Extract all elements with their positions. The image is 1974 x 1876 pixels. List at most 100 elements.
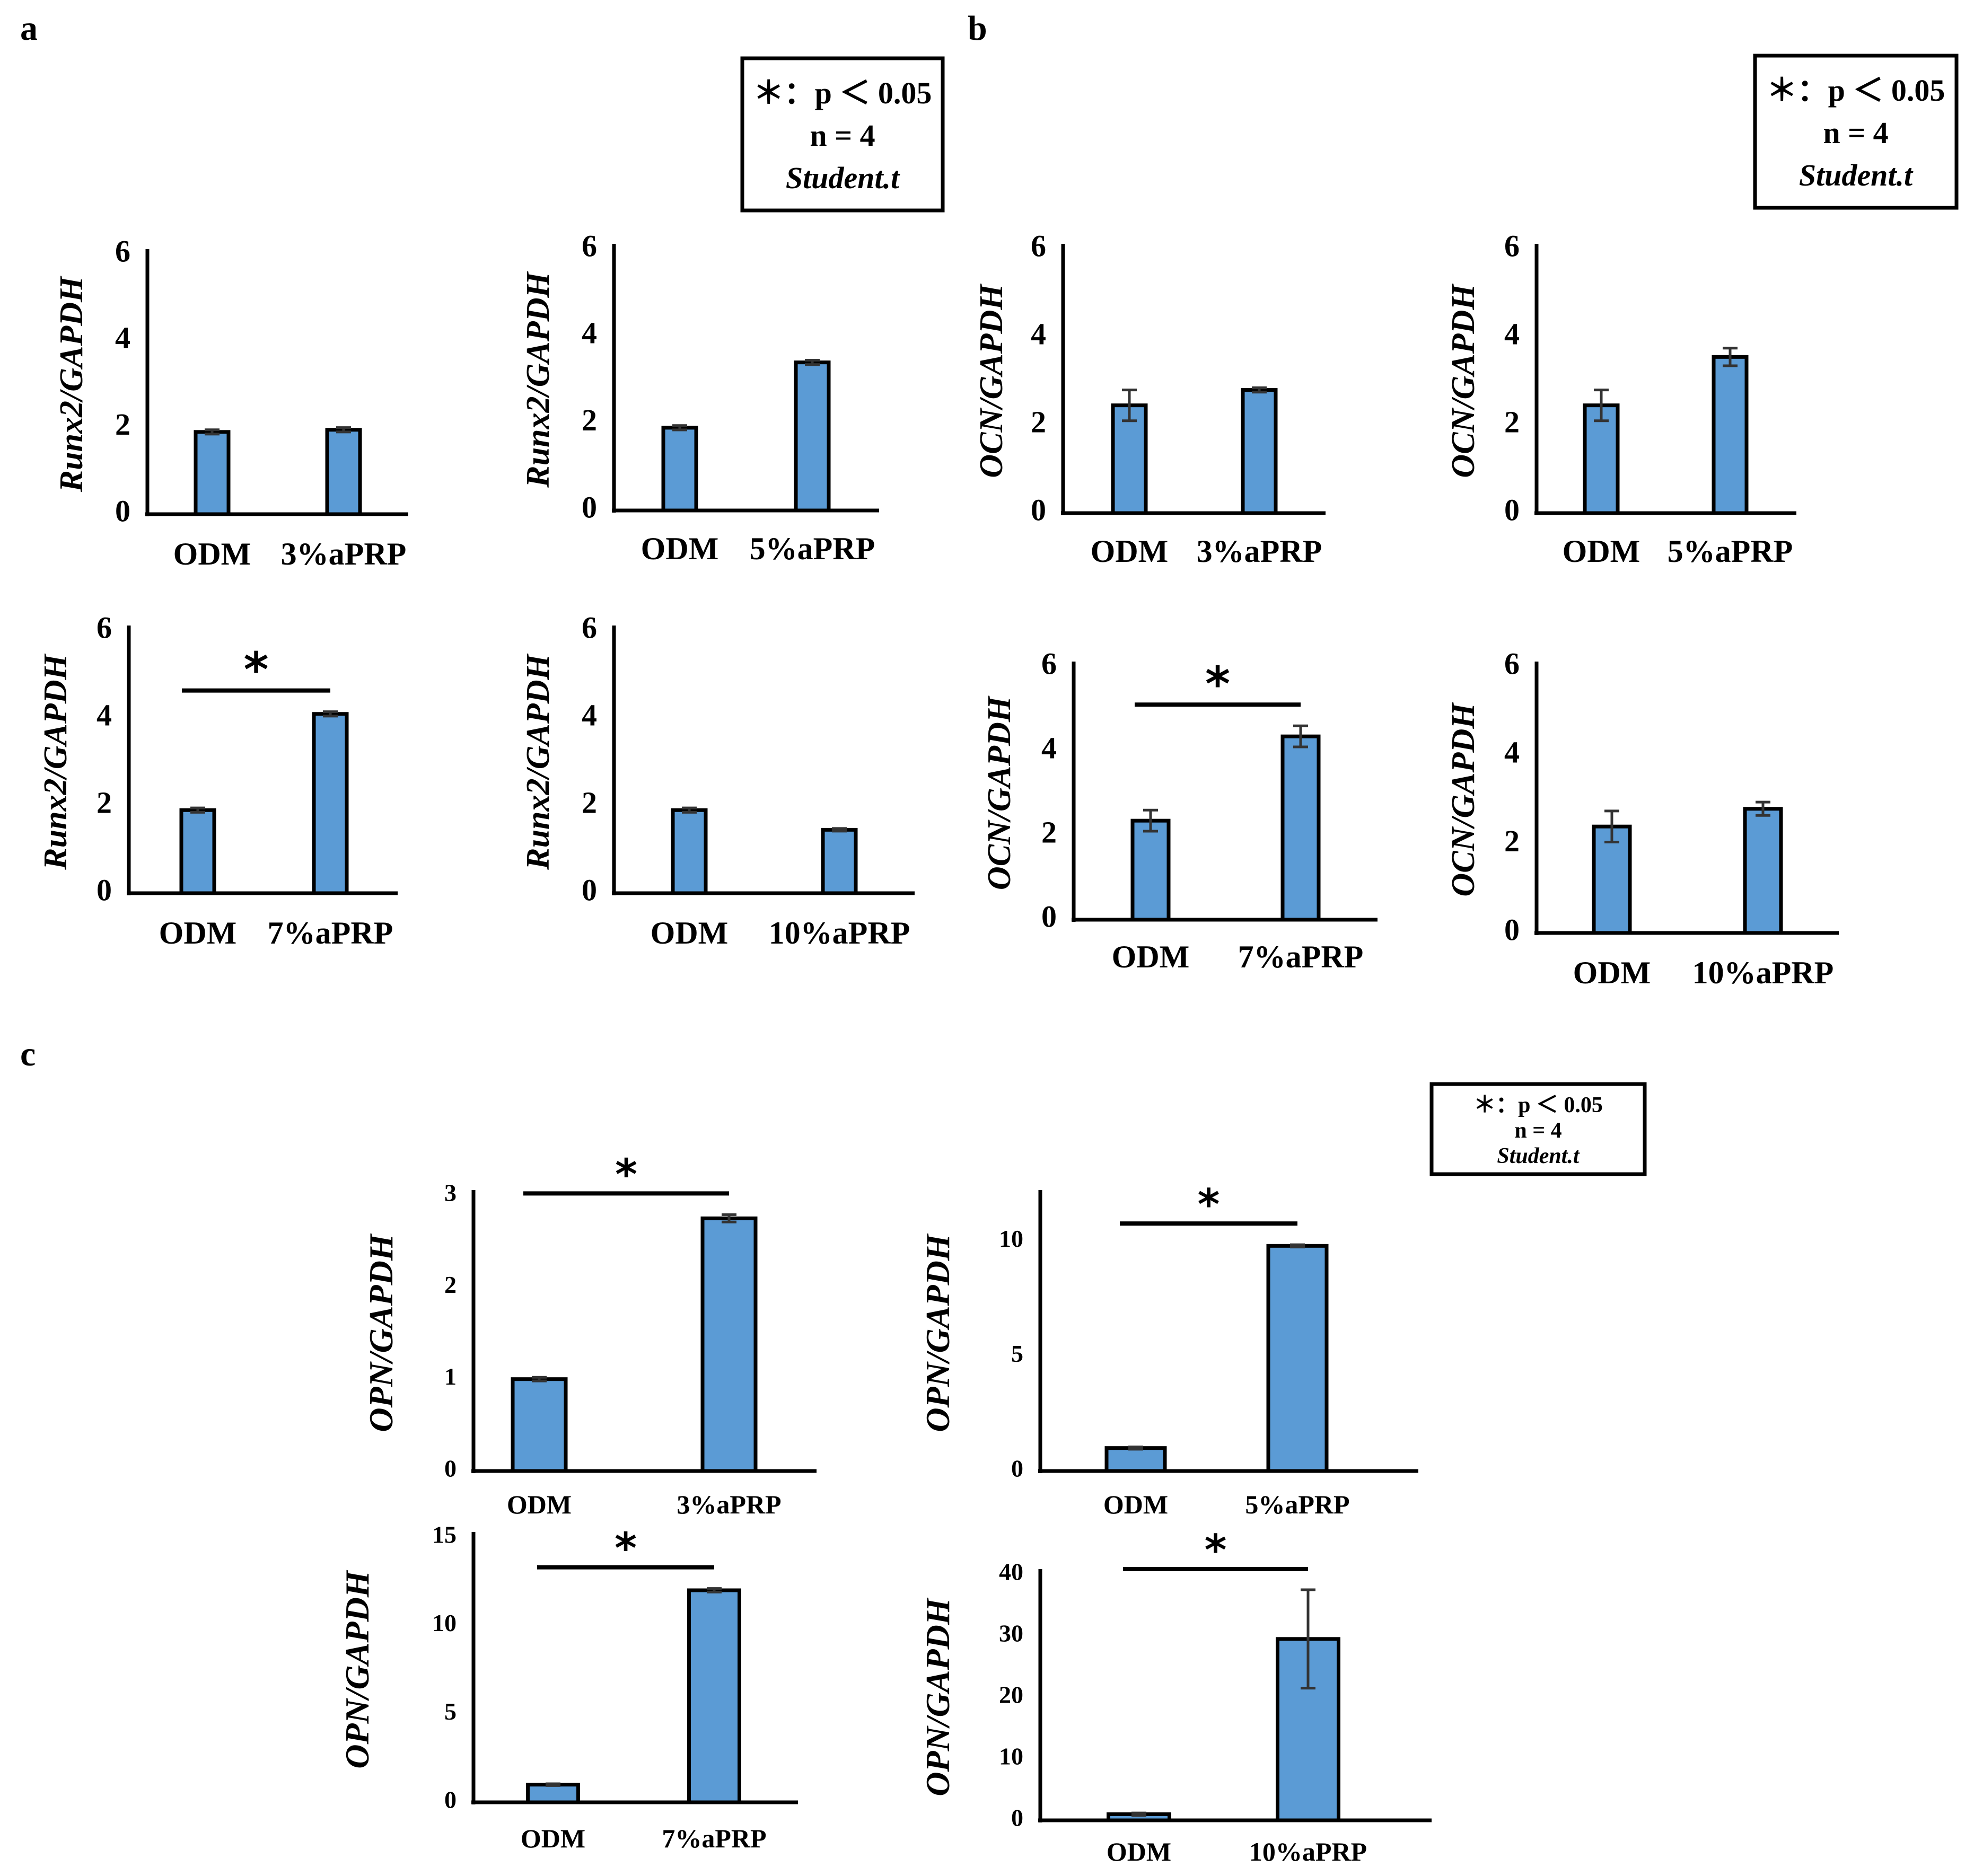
category-label: 10%aPRP bbox=[769, 915, 910, 950]
y-tick-label: 6 bbox=[1041, 646, 1057, 681]
y-tick-label: 0 bbox=[1504, 912, 1520, 947]
y-tick-label: 4 bbox=[1031, 316, 1046, 351]
y-tick-label: 0 bbox=[444, 1786, 457, 1813]
y-tick-label: 6 bbox=[1504, 646, 1520, 681]
y-tick-label: 0 bbox=[96, 873, 112, 907]
y-tick-label: 4 bbox=[582, 316, 597, 350]
panel-letter-c: c bbox=[20, 1035, 36, 1073]
chart-7: 0 2 4 6 OCN/GAPDH ODM 7%aPRP * bbox=[981, 646, 1378, 974]
legend-box-c: ＊：p ＜ 0.05 n = 4 Student.t bbox=[1429, 1082, 1647, 1176]
category-label: ODM bbox=[1573, 955, 1651, 990]
bar bbox=[794, 360, 831, 513]
bar bbox=[671, 808, 708, 895]
category-label: ODM bbox=[159, 915, 237, 950]
category-label: 3%aPRP bbox=[281, 536, 407, 571]
significance-star: * bbox=[1205, 1526, 1227, 1575]
bar bbox=[687, 1588, 741, 1804]
y-tick-label: 2 bbox=[444, 1271, 457, 1298]
bar bbox=[700, 1216, 758, 1473]
y-tick-label: 4 bbox=[96, 698, 112, 732]
y-tick-label: 2 bbox=[1031, 404, 1046, 439]
significance-star: * bbox=[243, 642, 268, 698]
bar bbox=[1104, 1446, 1167, 1473]
chart-4: 0 2 4 6 Runx2/GAPDH ODM 10%aPRP bbox=[520, 610, 915, 950]
y-axis-label: Runx2/GAPDH bbox=[38, 653, 74, 870]
category-label: 5%aPRP bbox=[750, 531, 875, 566]
chart-9: 0 1 2 3 OPN/GAPDH ODM 3%aPRP * bbox=[362, 1150, 817, 1519]
y-tick-label: 2 bbox=[1504, 824, 1520, 858]
y-tick-label: 2 bbox=[115, 407, 130, 442]
y-tick-label: 6 bbox=[582, 610, 597, 645]
category-label: ODM bbox=[173, 536, 251, 571]
y-tick-label: 3 bbox=[444, 1179, 457, 1206]
y-axis-label: Runx2/GAPDH bbox=[520, 653, 556, 870]
y-axis-label: OPN/GAPDH bbox=[338, 1570, 376, 1769]
y-tick-label: 0 bbox=[115, 494, 130, 528]
chart-3: 0 2 4 6 Runx2/GAPDH ODM 7%aPRP * bbox=[38, 610, 398, 950]
y-tick-label: 40 bbox=[999, 1558, 1023, 1586]
y-axis-label: Runx2/GAPDH bbox=[520, 271, 556, 488]
y-tick-label: 4 bbox=[582, 698, 597, 732]
y-tick-label: 10 bbox=[999, 1225, 1023, 1252]
bar bbox=[1743, 807, 1783, 935]
bar bbox=[1130, 818, 1171, 922]
chart-12: 0 10 20 30 40 OPN/GAPDH ODM 10%aPRP * bbox=[919, 1526, 1432, 1866]
bar bbox=[511, 1377, 568, 1473]
y-axis-label: OPN/GAPDH bbox=[919, 1233, 957, 1432]
chart-5: 0 2 4 6 OCN/GAPDH ODM 3%aPRP bbox=[973, 228, 1326, 569]
y-tick-label: 5 bbox=[444, 1698, 457, 1725]
y-tick-label: 4 bbox=[115, 321, 130, 355]
category-label: 3%aPRP bbox=[677, 1490, 781, 1519]
bar bbox=[1280, 734, 1321, 922]
y-axis-label: Runx2/GAPDH bbox=[54, 276, 90, 492]
y-tick-label: 2 bbox=[1504, 404, 1520, 439]
category-label: ODM bbox=[507, 1490, 572, 1519]
bar bbox=[325, 428, 362, 516]
legend-b-n: n = 4 bbox=[1823, 116, 1888, 150]
chart-2: 0 2 4 6 Runx2/GAPDH ODM 5%aPRP bbox=[520, 228, 879, 566]
legend-b-test: Student.t bbox=[1799, 158, 1914, 192]
y-tick-label: 0 bbox=[1011, 1804, 1023, 1831]
category-label: ODM bbox=[521, 1824, 585, 1853]
bar bbox=[1712, 355, 1749, 515]
chart-6: 0 2 4 6 OCN/GAPDH ODM 5%aPRP bbox=[1445, 228, 1796, 569]
y-tick-label: 4 bbox=[1504, 735, 1520, 770]
y-tick-label: 6 bbox=[115, 234, 130, 268]
category-label: ODM bbox=[651, 915, 729, 950]
category-label: 7%aPRP bbox=[662, 1824, 766, 1853]
category-label: 7%aPRP bbox=[268, 915, 393, 950]
y-tick-label: 10 bbox=[432, 1609, 457, 1636]
legend-box-b: ＊：p ＜ 0.05 n = 4 Student.t bbox=[1753, 54, 1959, 210]
y-tick-label: 4 bbox=[1041, 730, 1057, 765]
bar bbox=[661, 426, 698, 513]
bar bbox=[821, 827, 858, 895]
y-tick-label: 2 bbox=[582, 403, 597, 437]
y-axis-label: OCN/GAPDH bbox=[1445, 702, 1481, 897]
category-label: ODM bbox=[641, 531, 719, 566]
y-tick-label: 0 bbox=[582, 490, 597, 524]
chart-1: 0 2 4 6 Runx2/GAPDH ODM 3%aPRP bbox=[54, 234, 408, 571]
y-tick-label: 5 bbox=[1011, 1340, 1023, 1367]
y-axis-label: OCN/GAPDH bbox=[1445, 284, 1481, 478]
significance-star: * bbox=[615, 1150, 637, 1199]
y-tick-label: 0 bbox=[1041, 899, 1057, 933]
charts: 0 2 4 6 Runx2/GAPDH ODM 3%aPRP 0 2 4 6 Runx2/GAPDH O… bbox=[38, 228, 1839, 1866]
legend-a-pvalue: ＊：p ＜ 0.05 bbox=[753, 76, 932, 110]
significance-star: * bbox=[1198, 1180, 1220, 1229]
y-axis-label: OCN/GAPDH bbox=[981, 695, 1017, 890]
y-tick-label: 6 bbox=[582, 228, 597, 263]
bar bbox=[1241, 388, 1278, 515]
category-label: 10%aPRP bbox=[1692, 955, 1834, 990]
category-label: ODM bbox=[1107, 1837, 1171, 1866]
y-tick-label: 0 bbox=[1504, 492, 1520, 527]
bar bbox=[1592, 824, 1632, 935]
panel-letter-a: a bbox=[20, 9, 38, 48]
y-tick-label: 6 bbox=[1031, 228, 1046, 263]
category-label: ODM bbox=[1563, 534, 1640, 569]
significance-star: * bbox=[615, 1524, 637, 1573]
legend-c-n: n = 4 bbox=[1514, 1118, 1561, 1143]
y-tick-label: 2 bbox=[96, 785, 112, 820]
legend-c-pvalue: ＊：p ＜ 0.05 bbox=[1473, 1093, 1603, 1117]
y-tick-label: 1 bbox=[444, 1363, 457, 1390]
